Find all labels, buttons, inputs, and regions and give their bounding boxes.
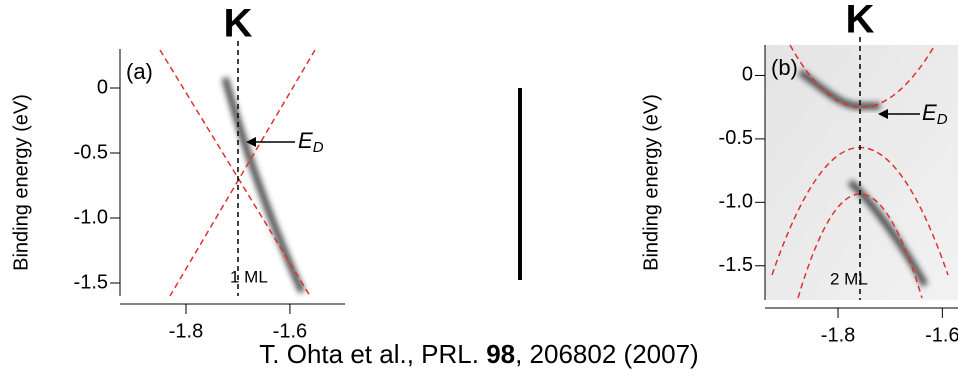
caption-volume: 98: [486, 339, 515, 369]
caption-rest: , 206802 (2007): [515, 339, 699, 369]
spectral-band: [797, 69, 880, 110]
dirac-label: ED: [298, 128, 324, 156]
dirac-sub: D: [937, 111, 948, 128]
y-tick-label: -1.0: [719, 191, 753, 213]
spectral-band: [847, 179, 929, 287]
arrow-head: [246, 137, 256, 147]
band-fit: [159, 49, 311, 297]
caption-authors: T. Ohta et al., PRL.: [259, 339, 486, 369]
dirac-main: E: [922, 100, 937, 125]
y-axis-label: Binding energy (eV): [640, 94, 662, 271]
panel-label: (b): [771, 55, 798, 80]
panel-label: (a): [126, 59, 153, 84]
dirac-label: ED: [922, 100, 948, 128]
spectrum-background: [765, 45, 958, 300]
dirac-sub: D: [313, 139, 324, 156]
band-fit: [169, 49, 316, 297]
y-tick-label: -1.5: [74, 271, 108, 293]
y-tick-label: 0: [742, 64, 753, 86]
arrow-head: [878, 109, 888, 119]
x-tick-label: -1.8: [169, 320, 203, 342]
k-label: K: [224, 2, 253, 46]
band-fit: [797, 193, 923, 299]
y-tick-label: -1.0: [74, 206, 108, 228]
x-tick-label: -1.6: [273, 320, 307, 342]
y-tick-label: -0.5: [74, 141, 108, 163]
k-label: K: [846, 0, 875, 42]
x-tick-label: -1.6: [925, 324, 958, 346]
band-fit: [789, 44, 936, 109]
y-tick-label: 0: [97, 76, 108, 98]
y-axis-label: Binding energy (eV): [10, 94, 32, 271]
spectrum-background: [120, 49, 345, 296]
layer-label: 1 ML: [230, 267, 268, 286]
y-tick-label: -1.5: [719, 254, 753, 276]
y-tick-label: -0.5: [719, 127, 753, 149]
layer-label: 2 ML: [830, 269, 868, 288]
x-tick-label: -1.8: [821, 324, 855, 346]
dirac-main: E: [298, 128, 313, 153]
caption: T. Ohta et al., PRL. 98, 206802 (2007): [259, 339, 698, 369]
